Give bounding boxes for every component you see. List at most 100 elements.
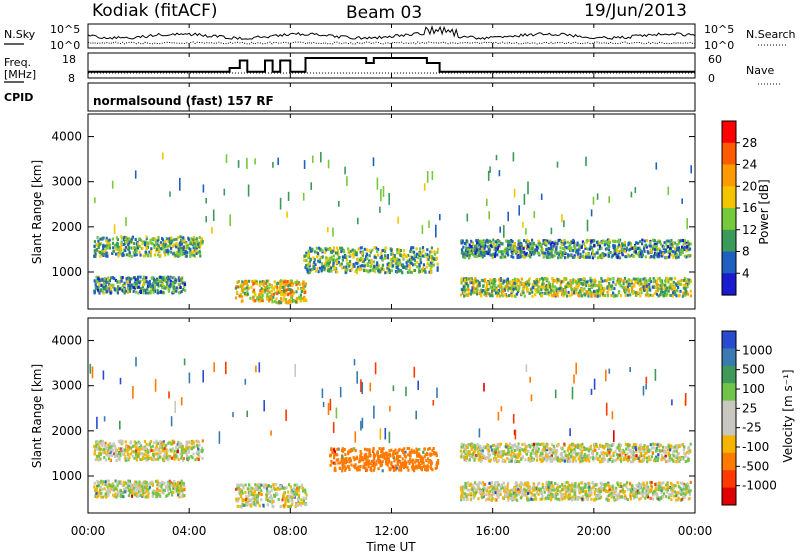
scatter-cell: [377, 269, 380, 273]
scatter-cell: [365, 457, 368, 461]
scatter-cell: [236, 497, 239, 501]
scatter-cell: [652, 244, 655, 248]
scatter-cell: [282, 292, 285, 296]
scatter-cell: [655, 243, 658, 247]
scatter-cell: [157, 482, 160, 486]
scatter-cell: [150, 247, 153, 251]
scatter-cell: [137, 291, 140, 295]
scatter-cell: [142, 283, 145, 287]
scatter-cell: [377, 457, 380, 461]
scatter-cell: [380, 267, 384, 271]
scatter-cell: [648, 256, 652, 259]
scatter-cell: [373, 246, 376, 250]
scatter-cell: [130, 283, 133, 287]
scatter-cell: [101, 284, 104, 288]
scatter-cell: [677, 246, 680, 250]
scatter-cell: [141, 493, 144, 497]
scatter-cell: [486, 239, 489, 243]
nave-tick-low: 0: [708, 72, 715, 85]
scatter-cell: [115, 236, 118, 240]
scatter-cell: [537, 280, 540, 284]
scatter-cell: [142, 481, 145, 485]
scatter-cell: [331, 258, 334, 262]
scatter-cell: [402, 249, 406, 253]
scatter-cell: [186, 446, 189, 450]
scatter-cell: [276, 289, 279, 292]
scatter-cell: [94, 283, 97, 287]
y-tick-label: 3000: [51, 175, 82, 189]
scatter-cell: [492, 238, 495, 242]
scatter-cell: [196, 240, 199, 244]
scatter-cell: [400, 270, 403, 274]
scatter-cell: [242, 486, 245, 490]
scatter-cell: [121, 284, 124, 288]
scatter-cell: [120, 482, 123, 485]
scatter-cell: [499, 278, 502, 282]
scatter-cell: [649, 293, 652, 297]
scatter-cell: [131, 235, 134, 239]
scatter-cell: [630, 191, 633, 198]
scatter-cell: [545, 247, 548, 251]
scatter-cell: [402, 464, 405, 468]
scatter-cell: [644, 243, 648, 247]
scatter-cell: [423, 183, 426, 191]
scatter-cell: [600, 284, 603, 288]
scatter-cell: [523, 284, 526, 288]
scatter-cell: [236, 280, 239, 284]
scatter-cell: [127, 482, 131, 486]
nave-tick-high: 60: [708, 53, 722, 66]
scatter-cell: [519, 243, 522, 247]
scatter-cell: [531, 294, 534, 298]
scatter-cell: [665, 256, 668, 260]
scatter-cell: [423, 455, 426, 459]
power-ylabel: Slant Range [km]: [30, 160, 44, 264]
noise-left-tick-high: 10^5: [50, 23, 80, 36]
scatter-cell: [670, 249, 673, 253]
scatter-cell: [160, 445, 163, 449]
scatter-cell: [168, 277, 171, 281]
scatter-cell: [380, 450, 383, 454]
scatter-cell: [478, 281, 481, 285]
scatter-cell: [536, 248, 539, 252]
scatter-cell: [265, 496, 268, 500]
scatter-cell: [623, 276, 627, 280]
scatter-cell: [431, 256, 434, 260]
scatter-cell: [381, 455, 384, 459]
scatter-cell: [509, 243, 512, 247]
scatter-cell: [550, 246, 553, 250]
scatter-cell: [394, 464, 397, 468]
scatter-cell: [413, 469, 416, 473]
scatter-cell: [662, 293, 665, 297]
scatter-cell: [520, 277, 523, 281]
scatter-cell: [626, 293, 629, 297]
scatter-cell: [665, 277, 669, 281]
scatter-cell: [306, 269, 309, 273]
scatter-cell: [614, 252, 617, 256]
scatter-cell: [596, 289, 599, 293]
scatter-cell: [629, 293, 632, 297]
scatter-cell: [493, 278, 496, 282]
scatter-cell: [513, 248, 516, 252]
scatter-cell: [135, 242, 139, 246]
scatter-cell: [344, 453, 347, 456]
scatter-cell: [607, 248, 610, 252]
scatter-cell: [119, 246, 122, 250]
scatter-cell: [291, 503, 294, 507]
scatter-cell: [187, 236, 190, 240]
scatter-cell: [583, 292, 586, 296]
scatter-cell: [655, 244, 658, 248]
scatter-cell: [287, 498, 290, 502]
scatter-cell: [497, 250, 501, 254]
scatter-cell: [134, 250, 137, 254]
scatter-cell: [98, 445, 101, 449]
scatter-cell: [677, 239, 680, 243]
scatter-cell: [176, 252, 179, 256]
scatter-cell: [494, 252, 497, 256]
scatter-cell: [537, 246, 540, 250]
scatter-cell: [130, 254, 133, 258]
scatter-cell: [117, 457, 120, 461]
scatter-cell: [426, 248, 429, 252]
scatter-cell: [164, 444, 167, 448]
scatter-cell: [608, 287, 611, 291]
